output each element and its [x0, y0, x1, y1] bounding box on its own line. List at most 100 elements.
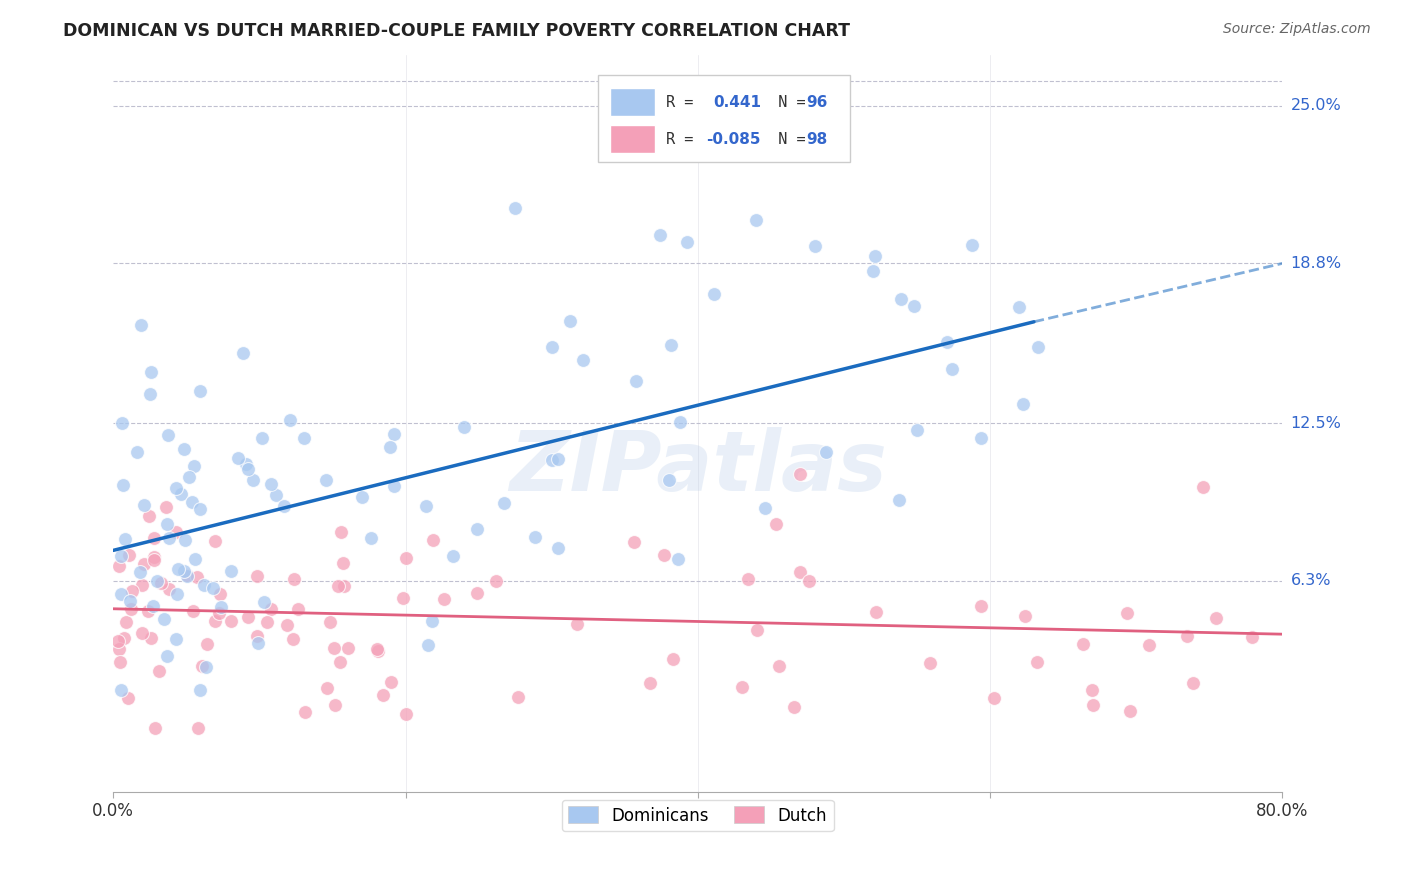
Point	[148, 665, 170, 679]
Point	[165, 481, 187, 495]
Point	[765, 516, 787, 531]
Point	[315, 473, 337, 487]
Point	[658, 473, 681, 487]
Point	[323, 698, 346, 713]
Point	[936, 334, 959, 349]
Point	[112, 631, 135, 645]
Point	[485, 574, 508, 589]
Point	[382, 426, 405, 441]
FancyBboxPatch shape	[599, 75, 849, 162]
Text: N =: N =	[759, 95, 814, 110]
Point	[789, 565, 811, 579]
Point	[422, 615, 444, 629]
Point	[1241, 630, 1264, 644]
Point	[208, 587, 231, 601]
Point	[352, 491, 374, 505]
Point	[111, 478, 134, 492]
Point	[863, 249, 886, 263]
Point	[506, 690, 529, 704]
Point	[149, 576, 172, 591]
Point	[139, 365, 162, 379]
Point	[195, 637, 218, 651]
Point	[523, 529, 546, 543]
Point	[1182, 676, 1205, 690]
Text: 98: 98	[807, 132, 828, 146]
Point	[662, 652, 685, 666]
Point	[107, 559, 129, 574]
Point	[181, 604, 204, 618]
Point	[783, 700, 806, 714]
Point	[146, 574, 169, 588]
Text: Source: ZipAtlas.com: Source: ZipAtlas.com	[1223, 22, 1371, 37]
Point	[153, 612, 176, 626]
Point	[155, 649, 177, 664]
Point	[273, 499, 295, 513]
Point	[1137, 638, 1160, 652]
Point	[394, 706, 416, 721]
Point	[652, 549, 675, 563]
Point	[371, 688, 394, 702]
Point	[1118, 704, 1140, 718]
Text: 12.5%: 12.5%	[1291, 416, 1341, 431]
Point	[173, 564, 195, 578]
Point	[260, 602, 283, 616]
Legend: Dominicans, Dutch: Dominicans, Dutch	[562, 799, 834, 831]
Point	[332, 556, 354, 570]
Text: ZIPatlas: ZIPatlas	[509, 427, 887, 508]
Point	[326, 579, 349, 593]
Text: 18.8%: 18.8%	[1291, 256, 1341, 271]
Point	[107, 633, 129, 648]
Point	[970, 599, 993, 613]
Point	[1012, 397, 1035, 411]
Point	[156, 428, 179, 442]
Point	[170, 486, 193, 500]
Point	[110, 683, 132, 698]
Point	[394, 550, 416, 565]
Point	[890, 292, 912, 306]
Point	[970, 431, 993, 445]
Point	[905, 423, 928, 437]
Point	[108, 655, 131, 669]
Text: 0.441: 0.441	[713, 95, 761, 110]
Point	[136, 604, 159, 618]
Point	[117, 690, 139, 705]
Point	[157, 531, 180, 545]
Point	[131, 318, 153, 333]
Point	[503, 201, 526, 215]
Text: N =: N =	[759, 132, 814, 146]
Point	[183, 458, 205, 473]
Point	[366, 641, 388, 656]
Point	[219, 565, 242, 579]
Point	[572, 353, 595, 368]
Point	[676, 235, 699, 250]
Point	[745, 213, 768, 227]
Point	[139, 386, 162, 401]
Point	[547, 541, 569, 556]
Point	[903, 298, 925, 312]
Point	[333, 579, 356, 593]
Point	[547, 451, 569, 466]
Text: -0.085: -0.085	[706, 132, 761, 146]
Point	[623, 535, 645, 549]
Point	[221, 614, 243, 628]
Point	[465, 522, 488, 536]
Point	[231, 345, 253, 359]
Point	[433, 591, 456, 606]
Point	[129, 565, 152, 579]
Text: R =: R =	[666, 95, 703, 110]
Bar	[610, 125, 655, 153]
Point	[737, 573, 759, 587]
Point	[121, 583, 143, 598]
Point	[1081, 682, 1104, 697]
Point	[111, 416, 134, 430]
Point	[242, 473, 264, 487]
Point	[108, 642, 131, 657]
Point	[1083, 698, 1105, 713]
Point	[803, 238, 825, 252]
Point	[541, 340, 564, 354]
Point	[245, 629, 267, 643]
Point	[1192, 480, 1215, 494]
Point	[638, 676, 661, 690]
Point	[173, 442, 195, 456]
Point	[703, 286, 725, 301]
